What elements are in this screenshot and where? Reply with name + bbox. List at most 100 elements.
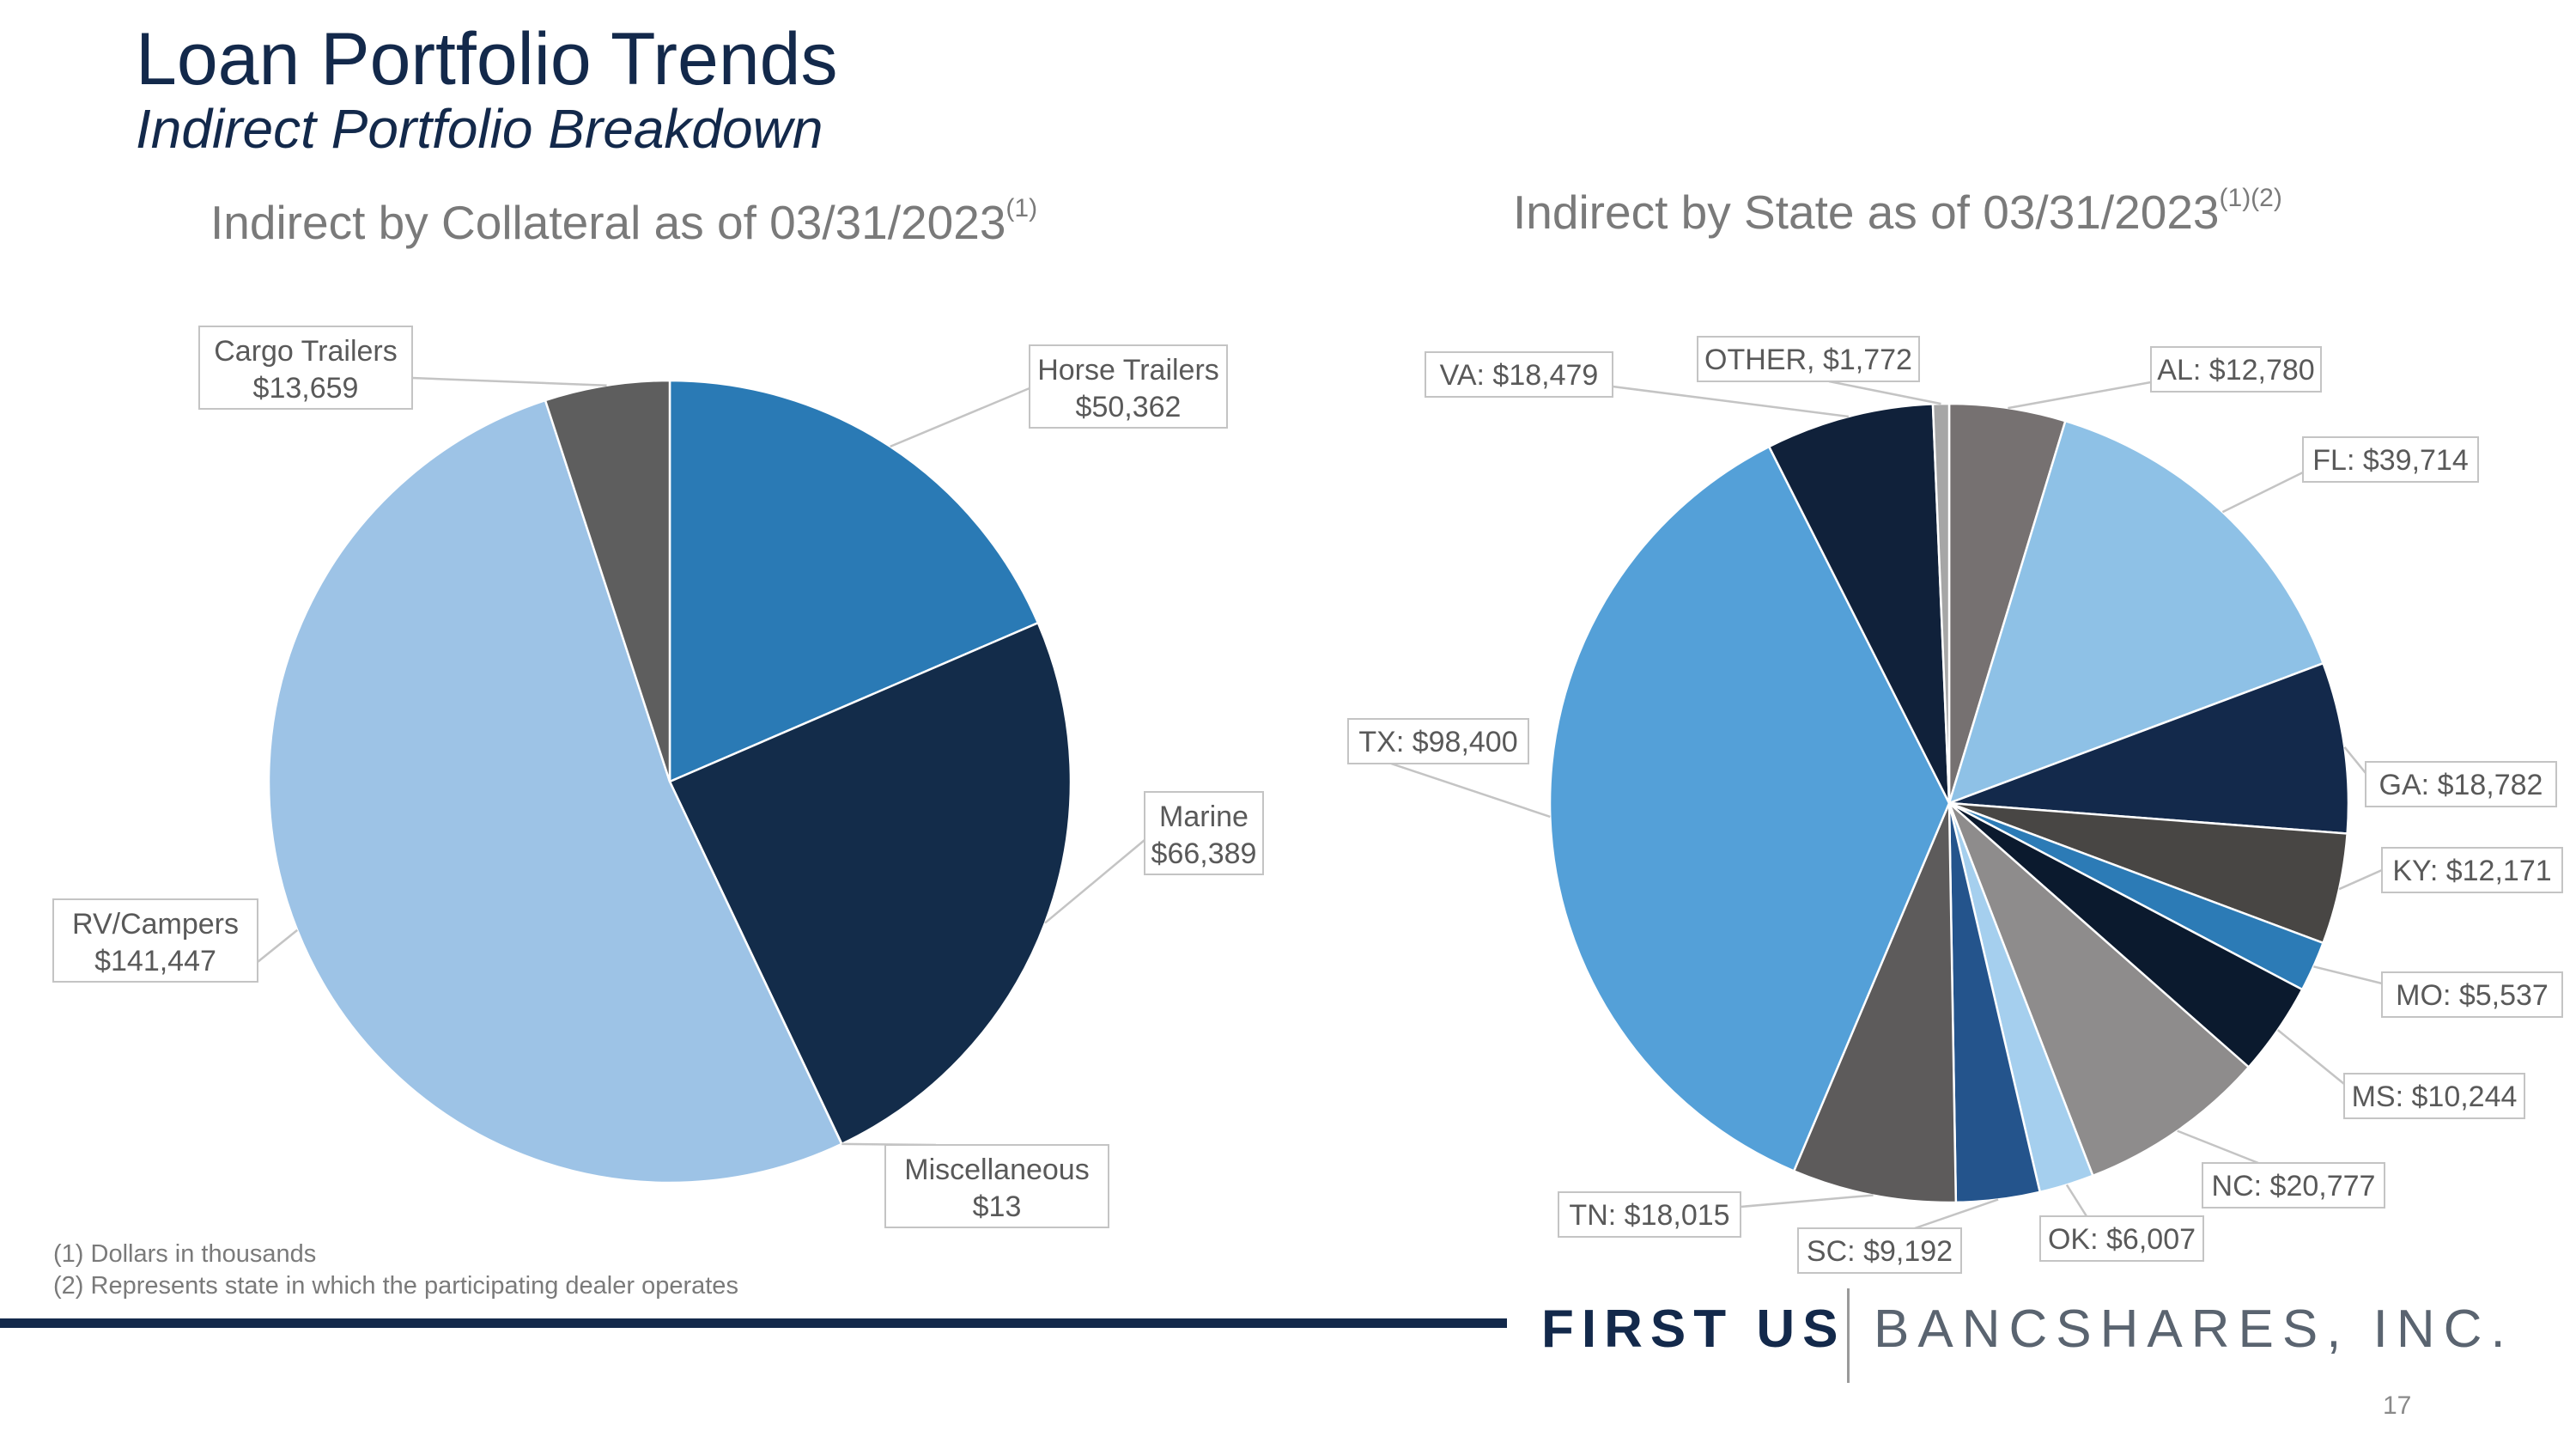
data-label-box-state-ky [2381,847,2563,893]
footer-rule [0,1318,1507,1328]
state-chart-title-text: Indirect by State as of 03/31/2023 [1513,186,2220,239]
data-label-state-ok: OK: $6,007 [2048,1223,2196,1256]
leader-line-state-va [1612,385,1850,418]
pie-slice-state-tn [1792,802,1958,1204]
logo-first-us: FIRST US [1541,1300,1846,1359]
data-label-box-state-ga [2365,761,2557,807]
data-label-state-tn: TN: $18,015 [1569,1199,1729,1232]
data-label-name-state-mo: MO [2396,979,2443,1012]
data-label-state-sc: SC: $9,192 [1807,1235,1953,1268]
leader-line-collateral-cargo-trailers [411,376,607,387]
collateral-labels: Horse Trailers $50,362 Marine $66,389 Miscel… [52,326,1264,1228]
data-label-state-fl: FL: $39,714 [2312,444,2469,477]
data-label-name-state-tn: TN [1569,1199,1607,1232]
leader-line-collateral-marine [1044,839,1145,924]
data-label-value-state-tn: $18,015 [1625,1199,1730,1232]
data-label-separator-state-ga: : [2421,769,2438,801]
data-label-value-state-mo: $5,537 [2459,979,2549,1012]
data-label-state-al: AL: $12,780 [2157,354,2314,387]
data-label-state-ga: GA: $18,782 [2379,769,2543,801]
data-label-separator-state-al: : [2193,354,2209,387]
data-label-box-state-nc [2202,1162,2385,1209]
data-label-separator-state-va: : [1477,359,1493,392]
pie-slice-state-va [1767,403,1951,804]
data-label-name-state-ms: MS [2352,1081,2396,1113]
logo-bancshares: BANCSHARES, INC. [1874,1300,2514,1359]
data-label-separator-state-ok: : [2090,1223,2106,1256]
data-label-value-collateral-cargo-trailers: $13,659 [253,372,359,405]
data-label-box-state-tx [1347,718,1529,764]
data-label-name-collateral-horse-trailers: Horse Trailers [1037,354,1219,387]
data-label-box-state-al [2150,346,2322,393]
slide-subtitle: Indirect Portfolio Breakdown [136,98,823,160]
data-label-value-state-ok: $6,007 [2106,1223,2196,1256]
data-label-value-state-other: $1,772 [1823,344,1912,376]
pie-slice-collateral-marine [668,621,1072,1146]
slide-title: Loan Portfolio Trends [136,18,838,100]
leader-line-state-nc [2177,1129,2259,1165]
pie-slice-state-nc [1947,802,2251,1178]
state-chart-title-superscript: (1)(2) [2219,184,2282,212]
data-label-separator-state-nc: : [2254,1170,2270,1202]
data-label-separator-state-sc: : [1847,1235,1863,1268]
data-label-box-collateral-marine [1144,791,1264,875]
pie-slice-collateral-horse-trailers [668,379,1040,783]
leader-line-state-sc [1914,1198,1999,1230]
data-label-box-state-other [1697,336,1920,382]
leader-line-state-mo [2313,965,2383,985]
data-label-name-state-al: AL [2157,354,2193,387]
data-label-value-state-va: $18,479 [1492,359,1598,392]
data-label-value-state-ky: $12,171 [2446,855,2552,887]
data-label-value-collateral-rv-campers: $141,447 [94,945,216,977]
data-label-box-state-sc [1797,1227,1962,1274]
logo-divider [1847,1288,1850,1383]
leader-line-state-fl [2221,471,2304,514]
data-label-name-state-sc: SC [1807,1235,1847,1268]
data-label-value-state-ga: $18,782 [2438,769,2543,801]
data-label-box-state-tn [1558,1191,1741,1238]
data-label-name-collateral-rv-campers: RV/Campers [72,908,239,941]
data-label-name-state-tx: TX [1358,726,1395,758]
data-label-box-state-va [1425,351,1613,398]
data-label-value-collateral-marine: $66,389 [1151,837,1257,870]
collateral-chart-title-text: Indirect by Collateral as of 03/31/2023 [210,196,1006,249]
data-label-separator-state-tx: : [1396,726,1413,758]
data-label-separator-state-ky: : [2430,855,2446,887]
collateral-slices [267,379,1072,1184]
data-label-box-state-ok [2039,1215,2204,1262]
pie-slice-collateral-rv-campers [267,399,843,1184]
data-label-name-state-other: OTHER [1704,344,1807,376]
data-label-separator-state-mo: : [2443,979,2459,1012]
state-labels: AL: $12,780 FL: $39,714 GA: $18,782 KY: $12… [1347,336,2563,1274]
data-label-state-tx: TX: $98,400 [1358,726,1517,758]
data-label-name-collateral-cargo-trailers: Cargo Trailers [214,335,398,368]
data-label-state-mo: MO: $5,537 [2396,979,2549,1012]
data-label-name-collateral-miscellaneous: Miscellaneous [904,1154,1089,1186]
data-label-state-other: OTHER, $1,772 [1704,344,1912,376]
pie-slice-state-tx [1548,445,1951,1173]
leader-line-state-other [1828,380,1941,405]
page-number: 17 [2383,1391,2412,1420]
data-label-state-va: VA: $18,479 [1440,359,1599,392]
leader-line-state-tx [1390,762,1551,819]
data-label-box-collateral-cargo-trailers [198,326,413,410]
leader-line-state-ms [2276,1029,2345,1085]
data-label-separator-state-ms: : [2396,1081,2412,1113]
pie-slice-state-fl [1947,419,2325,806]
pie-slice-collateral-cargo-trailers [544,379,671,782]
leader-line-state-ga [2343,746,2366,774]
state-chart-title: Indirect by State as of 03/31/2023(1)(2) [1513,186,2282,239]
leader-line-state-ky [2338,868,2383,891]
data-label-name-state-ky: KY [2392,855,2431,887]
data-label-box-state-fl [2302,436,2479,483]
data-label-value-collateral-miscellaneous: $13 [973,1190,1022,1223]
leader-line-state-ok [2065,1184,2088,1217]
leader-line-state-al [2008,381,2152,410]
state-slices [1548,402,2350,1204]
data-label-value-collateral-horse-trailers: $50,362 [1076,391,1182,423]
footnote-2: (2) Represents state in which the partic… [53,1272,738,1300]
data-label-value-state-al: $12,780 [2209,354,2315,387]
data-label-name-state-nc: NC [2212,1170,2254,1202]
